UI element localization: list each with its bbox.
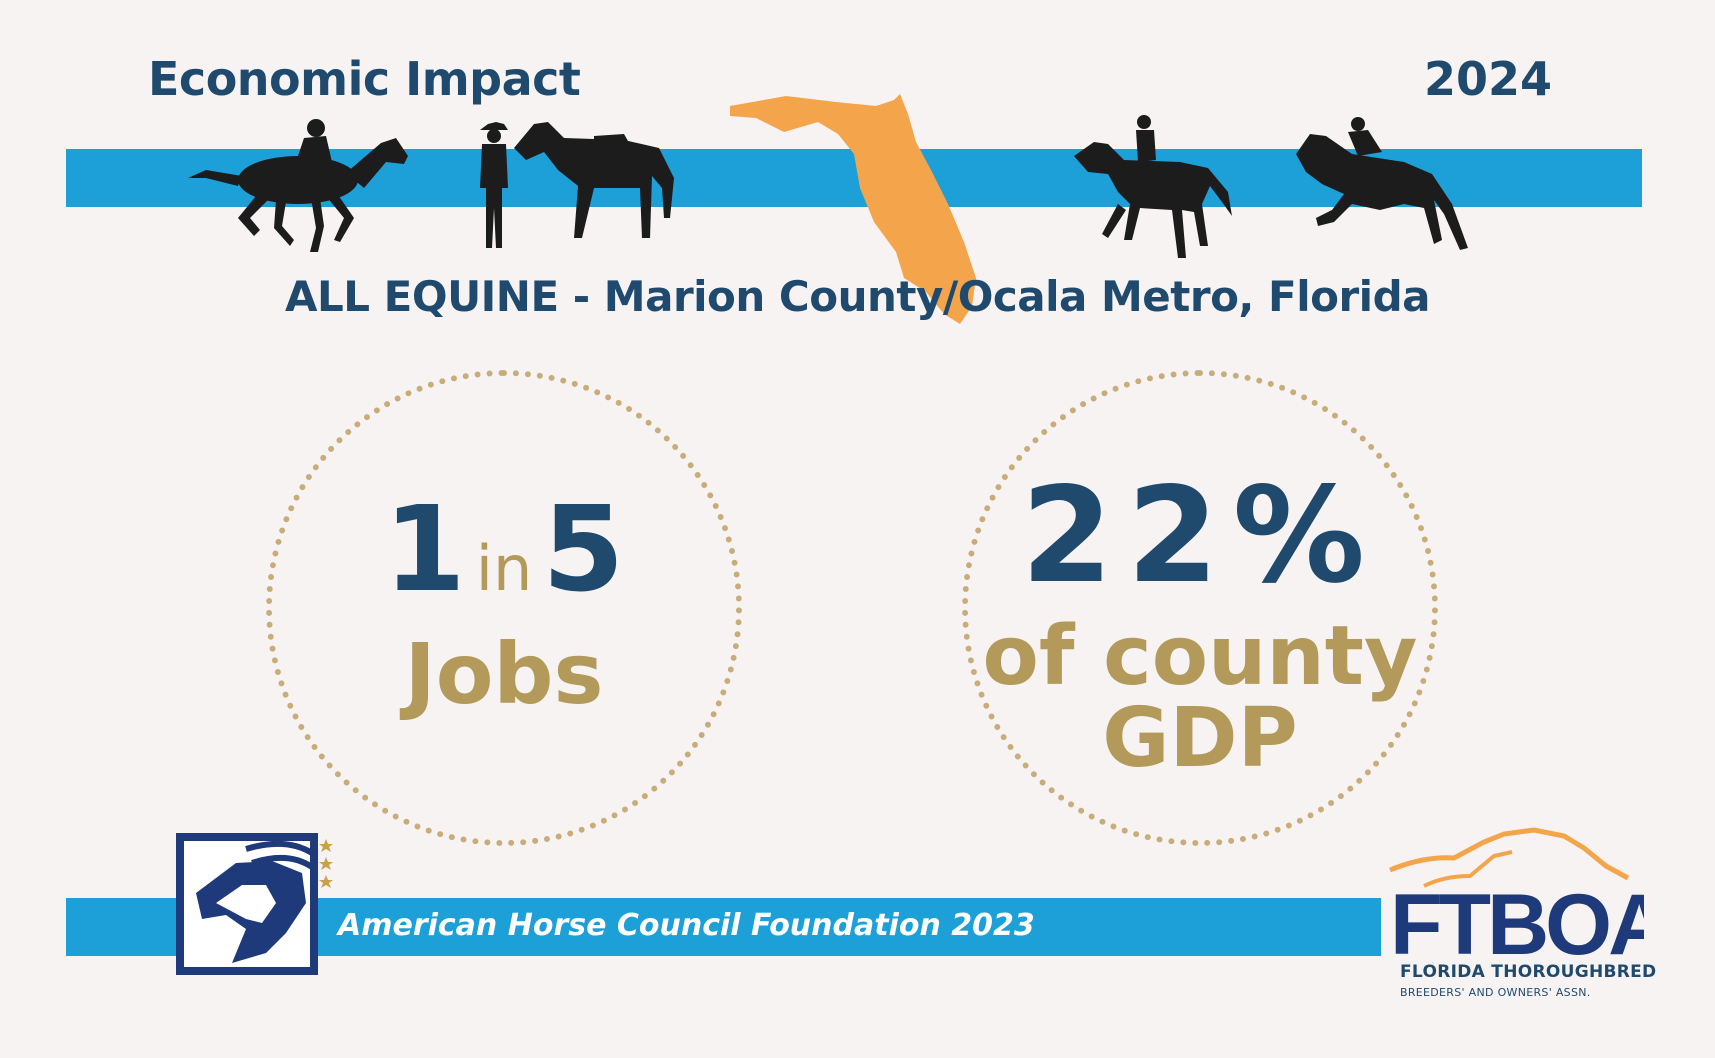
florida-map-icon [730,94,976,324]
gdp-value: 22% [1021,459,1379,613]
gdp-line1: of county [982,609,1418,704]
source-credit: American Horse Council Foundation 2023 [338,908,1035,943]
ftboa-name-line2: BREEDERS' AND OWNERS' ASSN. [1400,986,1591,999]
jobs-num2: 5 [542,480,625,618]
gdp-circle [962,370,1438,846]
ftboa-logo-icon: FTBOA [1389,827,1644,966]
jobs-num1: 1 [383,480,466,618]
subtitle: ALL EQUINE - Marion County/Ocala Metro, … [285,272,1430,321]
ftboa-logo-text: FTBOA [1390,877,1644,966]
ahc-horse-logo-icon [176,833,333,975]
dressage-horse-icon [1074,115,1232,258]
gdp-label: of county GDP [962,616,1438,780]
cowboy-horse-icon [480,122,674,248]
jobs-label: Jobs [404,625,604,723]
gdp-stat: 22% of county GDP [962,370,1438,846]
racehorse-icon [188,119,408,252]
year: 2024 [1424,52,1553,106]
jobs-circle [266,370,742,846]
gdp-line2: GDP [1102,691,1298,786]
jobs-in: in [475,532,533,605]
ftboa-name-line1: FLORIDA THOROUGHBRED [1400,962,1657,982]
jobs-stat: 1 in5 Jobs [266,370,742,846]
title: Economic Impact [148,52,581,106]
jobs-ratio: 1 in5 [266,490,742,608]
jumping-horse-icon [1296,117,1468,250]
